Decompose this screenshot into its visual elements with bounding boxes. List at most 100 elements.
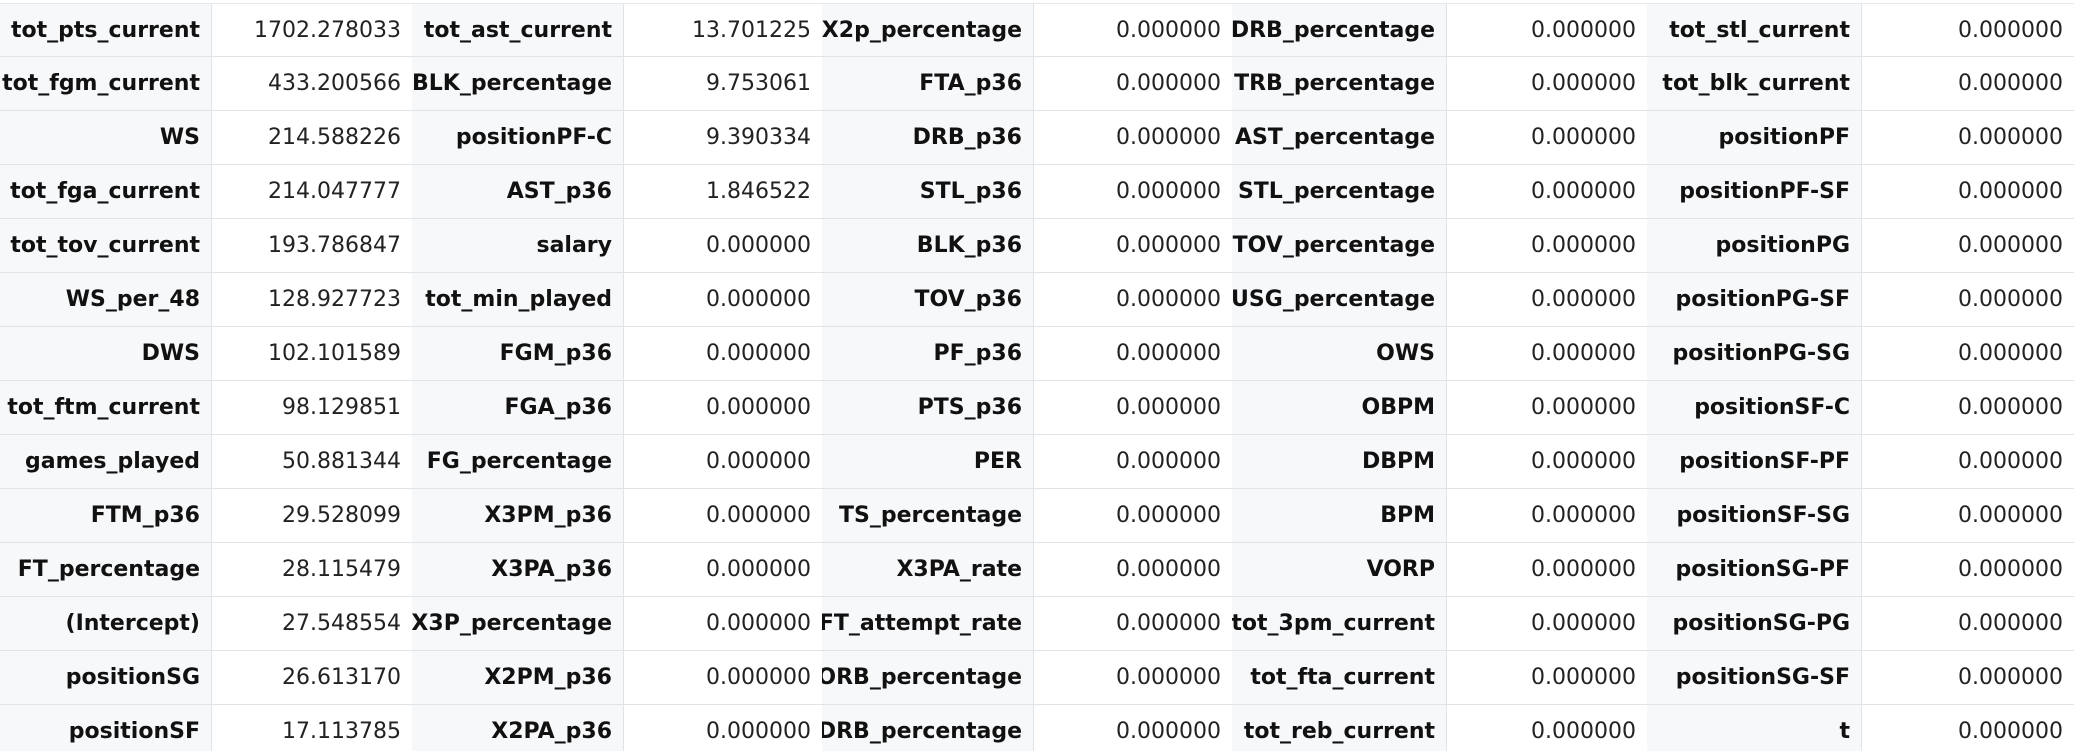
table-row: tot_stl_current 0.000000 [1647,3,2074,57]
row-value: 214.588226 [212,111,412,164]
row-name: AST_p36 [412,165,624,218]
row-value: 0.000000 [624,597,822,650]
row-name: ORB_percentage [822,651,1034,704]
row-name: tot_blk_current [1647,57,1862,110]
table-row: tot_blk_current 0.000000 [1647,57,2074,111]
row-name: X3PA_rate [822,543,1034,596]
row-value: 0.000000 [1034,543,1232,596]
row-name: positionSG-PF [1647,543,1862,596]
row-name: positionPG-SG [1647,327,1862,380]
row-value: 50.881344 [212,435,412,488]
row-value: 0.000000 [624,651,822,704]
table-row: positionSF-C 0.000000 [1647,381,2074,435]
table-row: FGM_p36 0.000000 [412,327,822,381]
coef-table-2: tot_ast_current 13.701225 BLK_percentage 9.… [412,3,822,751]
table-row: VORP 0.000000 [1232,543,1647,597]
row-value: 0.000000 [1447,57,1647,110]
row-name: WS [0,111,212,164]
row-name: TRB_percentage [1232,57,1447,110]
row-name: positionSG-PG [1647,597,1862,650]
row-value: 193.786847 [212,219,412,272]
row-value: 0.000000 [1034,381,1232,434]
row-value: 0.000000 [1447,489,1647,542]
row-value: 0.000000 [1862,111,2074,164]
table-row: USG_percentage 0.000000 [1232,273,1647,327]
table-row: positionPF-C 9.390334 [412,111,822,165]
row-name: FT_percentage [0,543,212,596]
row-name: tot_tov_current [0,219,212,272]
row-value: 0.000000 [1447,165,1647,218]
table-row: FT_attempt_rate 0.000000 [822,597,1232,651]
row-value: 0.000000 [1862,435,2074,488]
table-row: t 0.000000 [1647,705,2074,751]
row-name: FGA_p36 [412,381,624,434]
row-value: 13.701225 [624,4,822,56]
table-row: games_played 50.881344 [0,435,412,489]
table-row: X3PA_p36 0.000000 [412,543,822,597]
row-name: tot_fgm_current [0,57,212,110]
table-row: BLK_percentage 9.753061 [412,57,822,111]
table-row: FGA_p36 0.000000 [412,381,822,435]
row-name: BLK_p36 [822,219,1034,272]
table-row: PTS_p36 0.000000 [822,381,1232,435]
table-row: X3PA_rate 0.000000 [822,543,1232,597]
coef-table-4: DRB_percentage 0.000000 TRB_percentage 0.00… [1232,3,1647,751]
table-row: FG_percentage 0.000000 [412,435,822,489]
row-name: TOV_p36 [822,273,1034,326]
row-value: 0.000000 [1034,597,1232,650]
row-name: PTS_p36 [822,381,1034,434]
row-name: tot_stl_current [1647,4,1862,56]
row-name: (Intercept) [0,597,212,650]
row-name: FTM_p36 [0,489,212,542]
coef-table-5: tot_stl_current 0.000000 tot_blk_current 0.… [1647,3,2074,751]
row-name: FTA_p36 [822,57,1034,110]
row-name: t [1647,705,1862,751]
table-row: STL_p36 0.000000 [822,165,1232,219]
row-value: 1702.278033 [212,4,412,56]
row-value: 98.129851 [212,381,412,434]
table-row: DWS 102.101589 [0,327,412,381]
table-row: STL_percentage 0.000000 [1232,165,1647,219]
row-value: 0.000000 [1034,111,1232,164]
row-value: 0.000000 [1862,57,2074,110]
row-value: 0.000000 [1034,489,1232,542]
table-row: AST_percentage 0.000000 [1232,111,1647,165]
table-row: positionPG-SF 0.000000 [1647,273,2074,327]
table-row: DBPM 0.000000 [1232,435,1647,489]
row-value: 0.000000 [624,381,822,434]
table-row: PF_p36 0.000000 [822,327,1232,381]
table-row: X2p_percentage 0.000000 [822,3,1232,57]
row-value: 0.000000 [1447,4,1647,56]
row-value: 0.000000 [1034,57,1232,110]
row-value: 0.000000 [1862,219,2074,272]
row-name: FG_percentage [412,435,624,488]
table-row: positionSG 26.613170 [0,651,412,705]
row-value: 9.390334 [624,111,822,164]
row-value: 214.047777 [212,165,412,218]
row-value: 0.000000 [1447,111,1647,164]
table-row: X3P_percentage 0.000000 [412,597,822,651]
row-value: 0.000000 [1447,435,1647,488]
table-row: TOV_percentage 0.000000 [1232,219,1647,273]
table-row: tot_fga_current 214.047777 [0,165,412,219]
table-row: PER 0.000000 [822,435,1232,489]
row-name: positionSF [0,705,212,751]
row-name: games_played [0,435,212,488]
table-row: positionPG 0.000000 [1647,219,2074,273]
row-value: 0.000000 [1862,4,2074,56]
row-name: DBPM [1232,435,1447,488]
row-name: tot_ast_current [412,4,624,56]
table-row: TS_percentage 0.000000 [822,489,1232,543]
table-row: positionSF 17.113785 [0,705,412,751]
table-row: ORB_percentage 0.000000 [822,651,1232,705]
table-row: positionPF-SF 0.000000 [1647,165,2074,219]
row-name: OBPM [1232,381,1447,434]
row-value: 0.000000 [1862,543,2074,596]
table-row: X2PA_p36 0.000000 [412,705,822,751]
table-row: tot_fgm_current 433.200566 [0,57,412,111]
table-row: DRB_p36 0.000000 [822,111,1232,165]
row-value: 17.113785 [212,705,412,751]
row-name: tot_min_played [412,273,624,326]
table-row: positionPF 0.000000 [1647,111,2074,165]
